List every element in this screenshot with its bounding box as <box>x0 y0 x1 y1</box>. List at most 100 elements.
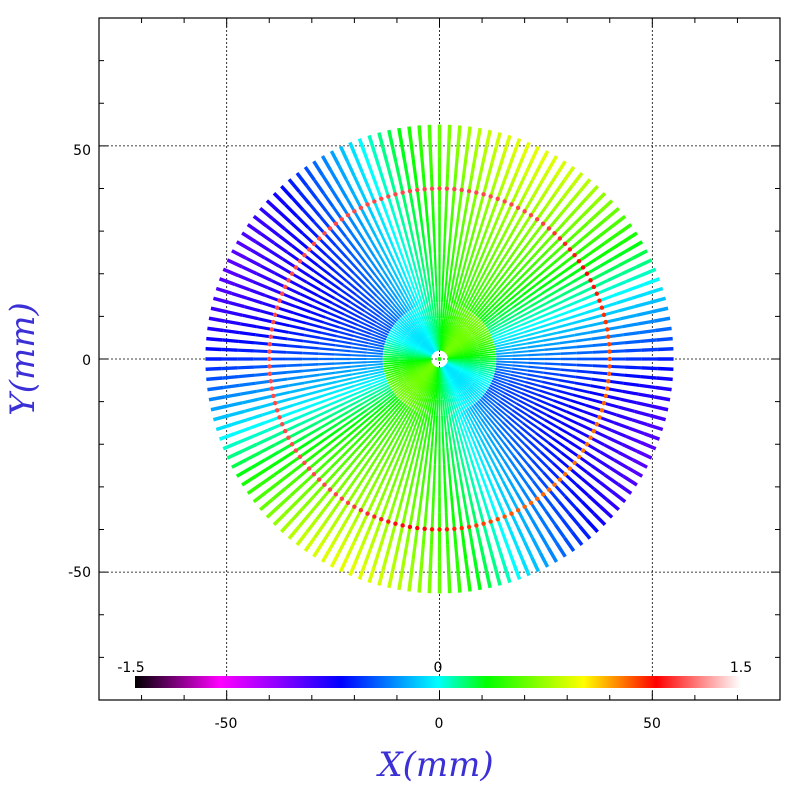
spoke-segment <box>484 470 494 487</box>
spoke-segment <box>569 489 584 504</box>
ring-point <box>452 526 457 532</box>
spoke-segment <box>348 560 358 577</box>
spoke-segment <box>485 214 494 231</box>
spoke-segment <box>463 360 481 364</box>
spoke-segment <box>424 495 429 513</box>
spoke-segment <box>508 245 520 261</box>
spoke-segment <box>430 189 435 206</box>
spoke <box>212 360 432 422</box>
spoke-segment <box>385 231 395 248</box>
spoke-segment <box>371 426 384 441</box>
spoke-segment <box>368 372 385 379</box>
spoke-segment <box>354 249 367 264</box>
spoke-segment <box>398 440 407 457</box>
spoke-segment <box>456 576 462 593</box>
spoke-segment <box>628 282 645 292</box>
spoke-segment <box>599 199 614 213</box>
spoke-segment <box>422 463 427 480</box>
spoke-segment <box>367 480 378 497</box>
spoke-segment <box>485 290 498 304</box>
spoke-segment <box>358 415 372 428</box>
spoke-segment <box>423 321 431 337</box>
spoke-segment <box>640 440 657 451</box>
ring-point <box>333 221 339 226</box>
ring-point <box>528 213 534 218</box>
spoke-segment <box>368 342 385 348</box>
spoke-segment <box>295 440 311 452</box>
spoke-segment <box>535 455 550 469</box>
spoke-segment <box>656 376 673 382</box>
spoke-segment <box>350 354 367 357</box>
ring-point <box>597 298 602 303</box>
spoke-segment <box>401 459 409 476</box>
spoke <box>235 362 433 478</box>
spoke-segment <box>398 491 406 508</box>
spoke-segment <box>246 223 262 236</box>
spoke-segment <box>382 353 399 357</box>
spoke-segment <box>460 291 469 307</box>
spoke-segment <box>537 316 554 325</box>
spoke-segment <box>412 240 418 257</box>
spoke-segment <box>384 287 396 302</box>
ring-point <box>379 517 384 522</box>
spoke-segment <box>585 470 601 484</box>
spoke-segment <box>435 415 438 433</box>
ring-point <box>599 408 605 413</box>
spoke-segment <box>306 322 323 329</box>
spoke-segment <box>485 390 500 402</box>
spoke-segment <box>320 528 333 545</box>
ring-point <box>311 471 317 477</box>
spoke-segment <box>270 342 287 348</box>
spoke-segment <box>580 477 596 491</box>
spoke-segment <box>460 411 469 427</box>
spoke-segment <box>374 274 387 289</box>
spoke-segment <box>387 453 397 470</box>
spoke-segment <box>621 265 638 276</box>
ring-point <box>502 199 507 204</box>
spoke-segment <box>469 296 480 312</box>
spoke-segment <box>516 451 529 466</box>
spoke-segment <box>387 306 400 320</box>
ring-point <box>272 312 278 318</box>
spoke-segment <box>389 304 402 318</box>
spoke-segment <box>412 308 422 324</box>
spoke-segment <box>475 281 485 297</box>
spoke-segment <box>458 373 473 385</box>
spoke-segment <box>305 518 318 534</box>
spoke-segment <box>563 292 580 303</box>
spoke-segment <box>401 242 409 259</box>
spoke-segment <box>557 327 574 334</box>
spoke-segment <box>287 337 304 343</box>
spoke-segment <box>498 258 511 274</box>
ring-point <box>283 428 288 434</box>
spoke-segment <box>509 412 524 425</box>
spoke-segment <box>592 512 607 527</box>
spoke-segment <box>377 388 393 400</box>
spoke-segment <box>442 399 446 416</box>
spoke-segment <box>352 272 366 286</box>
spoke-segment <box>464 142 470 159</box>
spoke-segment <box>509 268 523 283</box>
spoke-segment <box>473 403 485 418</box>
spoke-segment <box>319 336 337 342</box>
spoke-segment <box>413 412 421 428</box>
spoke-segment <box>407 410 417 426</box>
spoke-segment <box>501 168 511 185</box>
spoke-segment <box>443 286 447 303</box>
spoke <box>215 360 432 432</box>
spoke-segment <box>427 237 432 255</box>
spoke-segment <box>516 526 527 543</box>
ring-point <box>429 527 435 532</box>
spoke-segment <box>486 433 497 449</box>
spoke-segment <box>466 126 472 143</box>
spoke-segment <box>433 318 438 335</box>
ring-point <box>437 186 442 191</box>
spoke-segment <box>557 203 571 218</box>
spoke-segment <box>508 331 525 338</box>
spoke-segment <box>479 265 490 281</box>
spoke-segment <box>510 373 527 380</box>
spoke-segment <box>308 203 322 218</box>
spoke-segment <box>508 380 525 387</box>
spoke-segment <box>492 274 505 289</box>
spoke-segment <box>621 442 638 453</box>
